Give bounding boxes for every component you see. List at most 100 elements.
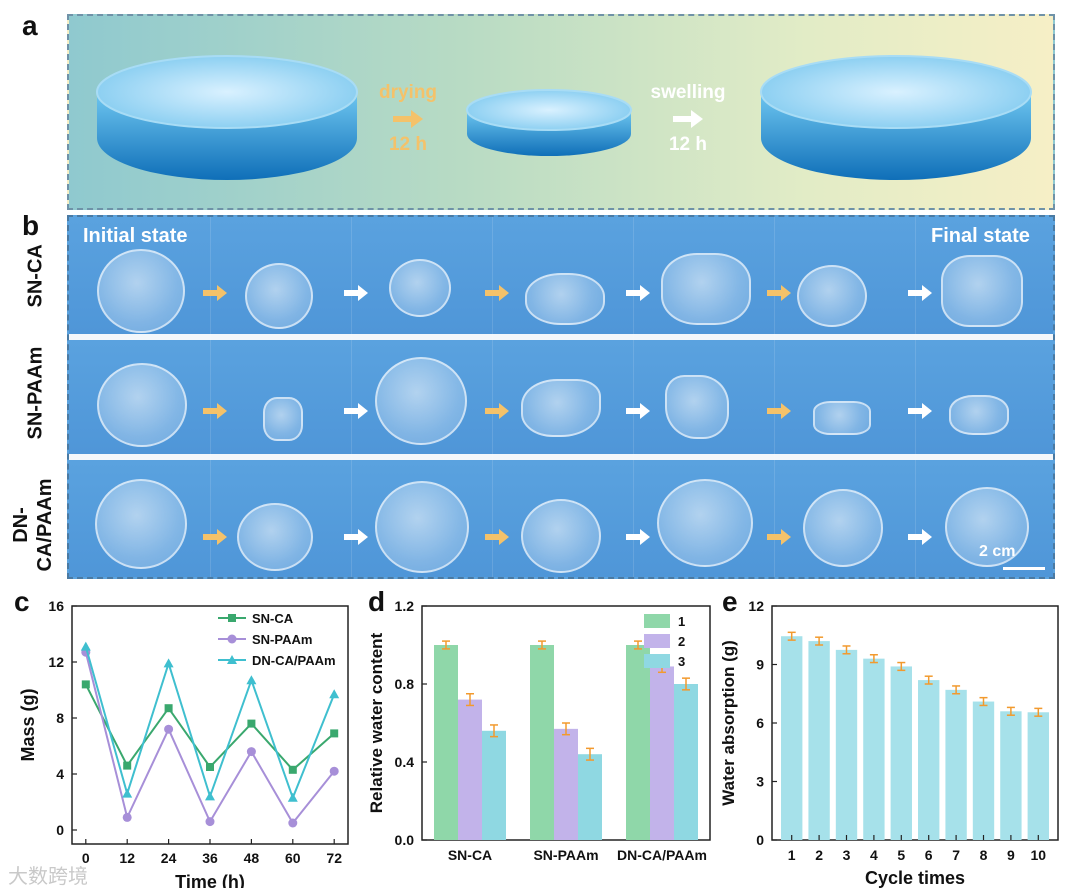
x-tick-label: 4 [870,847,878,863]
legend-marker-SN-CA [228,614,236,622]
data-point-SN-PAAm [246,747,256,757]
bar-DN-CA/PAAm-1 [626,645,650,840]
x-tick-label: 36 [202,850,218,866]
process-arrow-icon [485,403,509,419]
y-tick-label: 0 [56,822,64,838]
process-arrow-icon [626,529,650,545]
drying-arrow-icon [393,110,423,128]
legend-label-SN-CA: SN-CA [252,611,294,626]
data-point-SN-PAAm [164,724,174,734]
y-tick-label: 0.4 [395,754,415,770]
y-tick-label: 12 [48,654,64,670]
y-tick-label: 8 [56,710,64,726]
gel-photo-sn-paam-1 [97,363,187,447]
bar-cycle-8 [972,701,995,840]
row-label-dn-ca-paam-line2: CA/PAAm [34,478,56,572]
data-point-SN-CA [81,680,90,689]
process-arrow-icon [485,529,509,545]
gel-photo-dn-ca-paam-3 [375,481,469,573]
bar-SN-PAAm-1 [530,645,554,840]
hydrogel-disc-swollen [760,55,1032,180]
x-tick-label: 12 [119,850,135,866]
x-tick-label: 60 [285,850,301,866]
row-label-dn-ca-paam: DN- CA/PAAm [9,473,59,577]
bar-SN-PAAm-2 [554,728,578,840]
bar-DN-CA/PAAm-2 [650,666,674,840]
bar-cycle-5 [890,666,912,840]
panel-letter-c: c [14,586,30,617]
y-axis-label: Relative water content [367,632,386,813]
bar-cycle-9 [1000,711,1022,840]
y-tick-label: 0 [756,832,764,848]
process-arrow-icon [203,285,227,301]
y-tick-label: 1.2 [395,598,415,614]
gel-photo-dn-ca-paam-1 [95,479,187,569]
x-tick-label: 1 [788,847,796,863]
swelling-label: swelling [650,82,726,103]
scale-bar-label: 2 cm [979,543,1016,560]
y-tick-label: 16 [48,598,64,614]
process-arrow-icon [908,403,932,419]
data-point-DN-CA/PAAm [80,641,91,651]
gel-photo-dn-ca-paam-4 [521,499,601,573]
x-tick-label: 9 [1007,847,1015,863]
hydrogel-disc-dried [466,89,632,156]
process-arrow-icon [767,529,791,545]
gel-photo-dn-ca-paam-5 [657,479,753,567]
x-tick-label: 5 [897,847,905,863]
y-axis-label: Water absorption (g) [719,640,738,806]
bar-SN-CA-3 [482,730,506,840]
gel-photo-sn-paam-7 [949,395,1009,435]
x-tick-label: 8 [980,847,988,863]
gel-photo-dn-ca-paam-6 [803,489,883,567]
bar-SN-PAAm-3 [578,754,602,840]
x-tick-label: 10 [1031,847,1047,863]
legend-label-1: 1 [678,614,685,629]
row-label-sn-ca: SN-CA [24,244,47,308]
data-point-SN-CA [288,765,297,774]
gel-photo-sn-ca-7 [941,255,1023,327]
swelling-time: 12 h [668,134,708,155]
data-point-DN-CA/PAAm [287,792,298,802]
x-tick-label: 48 [244,850,260,866]
x-tick-label: SN-CA [448,847,492,863]
final-state-label: Final state [931,225,1030,247]
drying-label: drying [378,82,438,103]
legend-marker-SN-PAAm [227,634,237,644]
process-arrow-icon [626,403,650,419]
x-tick-label: 2 [815,847,823,863]
legend-swatch-2 [644,634,670,648]
gel-photo-sn-ca-1 [97,249,185,333]
x-tick-label: 72 [326,850,342,866]
gel-photo-sn-ca-4 [525,273,605,325]
panel-letter-a: a [22,10,38,41]
gel-photo-sn-paam-4 [521,379,601,437]
process-arrow-icon [908,285,932,301]
hydrogel-disc-large [96,55,358,180]
x-tick-label: 24 [161,850,177,866]
data-point-SN-CA [330,729,339,738]
y-tick-label: 4 [56,766,64,782]
drying-time: 12 h [388,134,428,155]
y-tick-label: 9 [756,657,764,673]
data-point-SN-PAAm [288,818,298,828]
gel-photo-sn-ca-2 [245,263,313,329]
bar-cycle-1 [781,636,803,840]
x-tick-label: 7 [952,847,960,863]
gel-photo-dn-ca-paam-2 [237,503,313,571]
series-line-SN-CA [84,683,335,772]
x-axis-label: Cycle times [865,868,965,888]
process-arrow-icon [344,285,368,301]
y-tick-label: 0.0 [395,832,415,848]
legend-label-3: 3 [678,654,685,669]
data-point-SN-CA [123,761,132,770]
bar-cycle-10 [1027,712,1049,840]
bar-cycle-6 [918,680,940,840]
data-point-SN-CA [247,719,256,728]
y-tick-label: 12 [748,598,764,614]
bar-cycle-4 [863,658,885,840]
bar-cycle-2 [808,641,830,840]
process-arrow-icon [203,403,227,419]
x-tick-label: 6 [925,847,933,863]
panel-b-photo-grid: Initial state Final state 2 cm [67,215,1055,579]
